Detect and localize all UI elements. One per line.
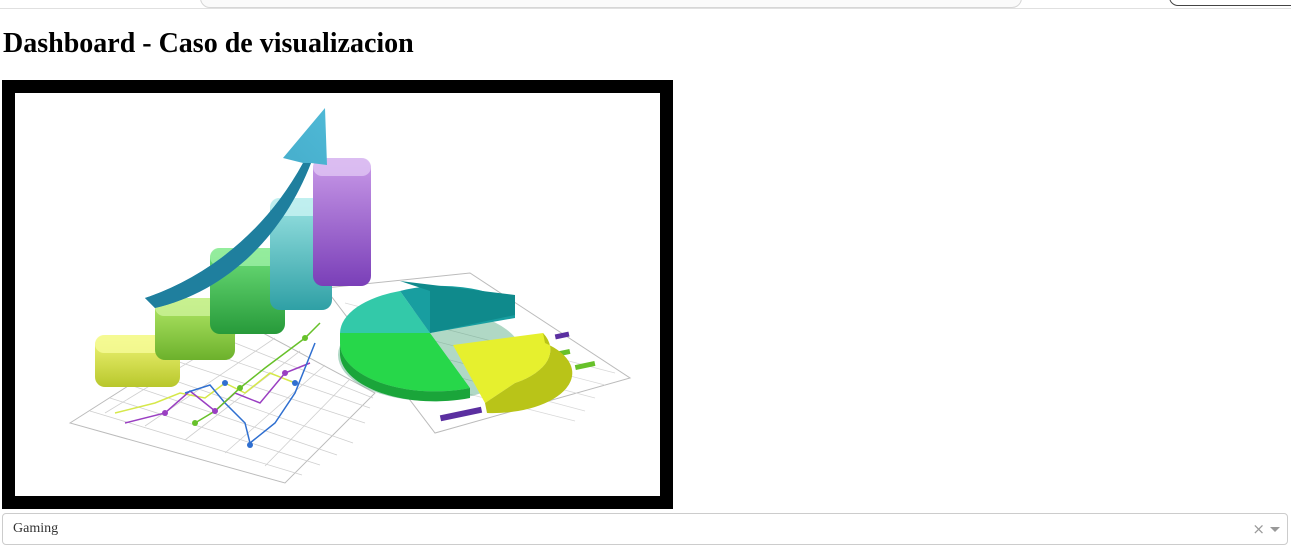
address-bar-edge[interactable] xyxy=(200,0,1022,8)
hero-image-frame xyxy=(2,80,673,509)
rising-arrow xyxy=(145,108,327,308)
clear-icon[interactable]: × xyxy=(1252,520,1265,538)
line-chart-sheet xyxy=(68,317,376,484)
bar-chart-3d xyxy=(95,158,371,387)
category-select[interactable]: Gaming × xyxy=(2,513,1288,545)
pie-chart-3d xyxy=(338,281,573,414)
page-title: Dashboard - Caso de visualizacion xyxy=(3,28,414,59)
category-select-value: Gaming xyxy=(13,521,59,536)
chevron-down-icon[interactable] xyxy=(1270,527,1280,532)
browser-top-strip xyxy=(0,0,1291,9)
charts-illustration-icon xyxy=(15,93,660,496)
toolbar-button-edge[interactable] xyxy=(1169,0,1291,6)
